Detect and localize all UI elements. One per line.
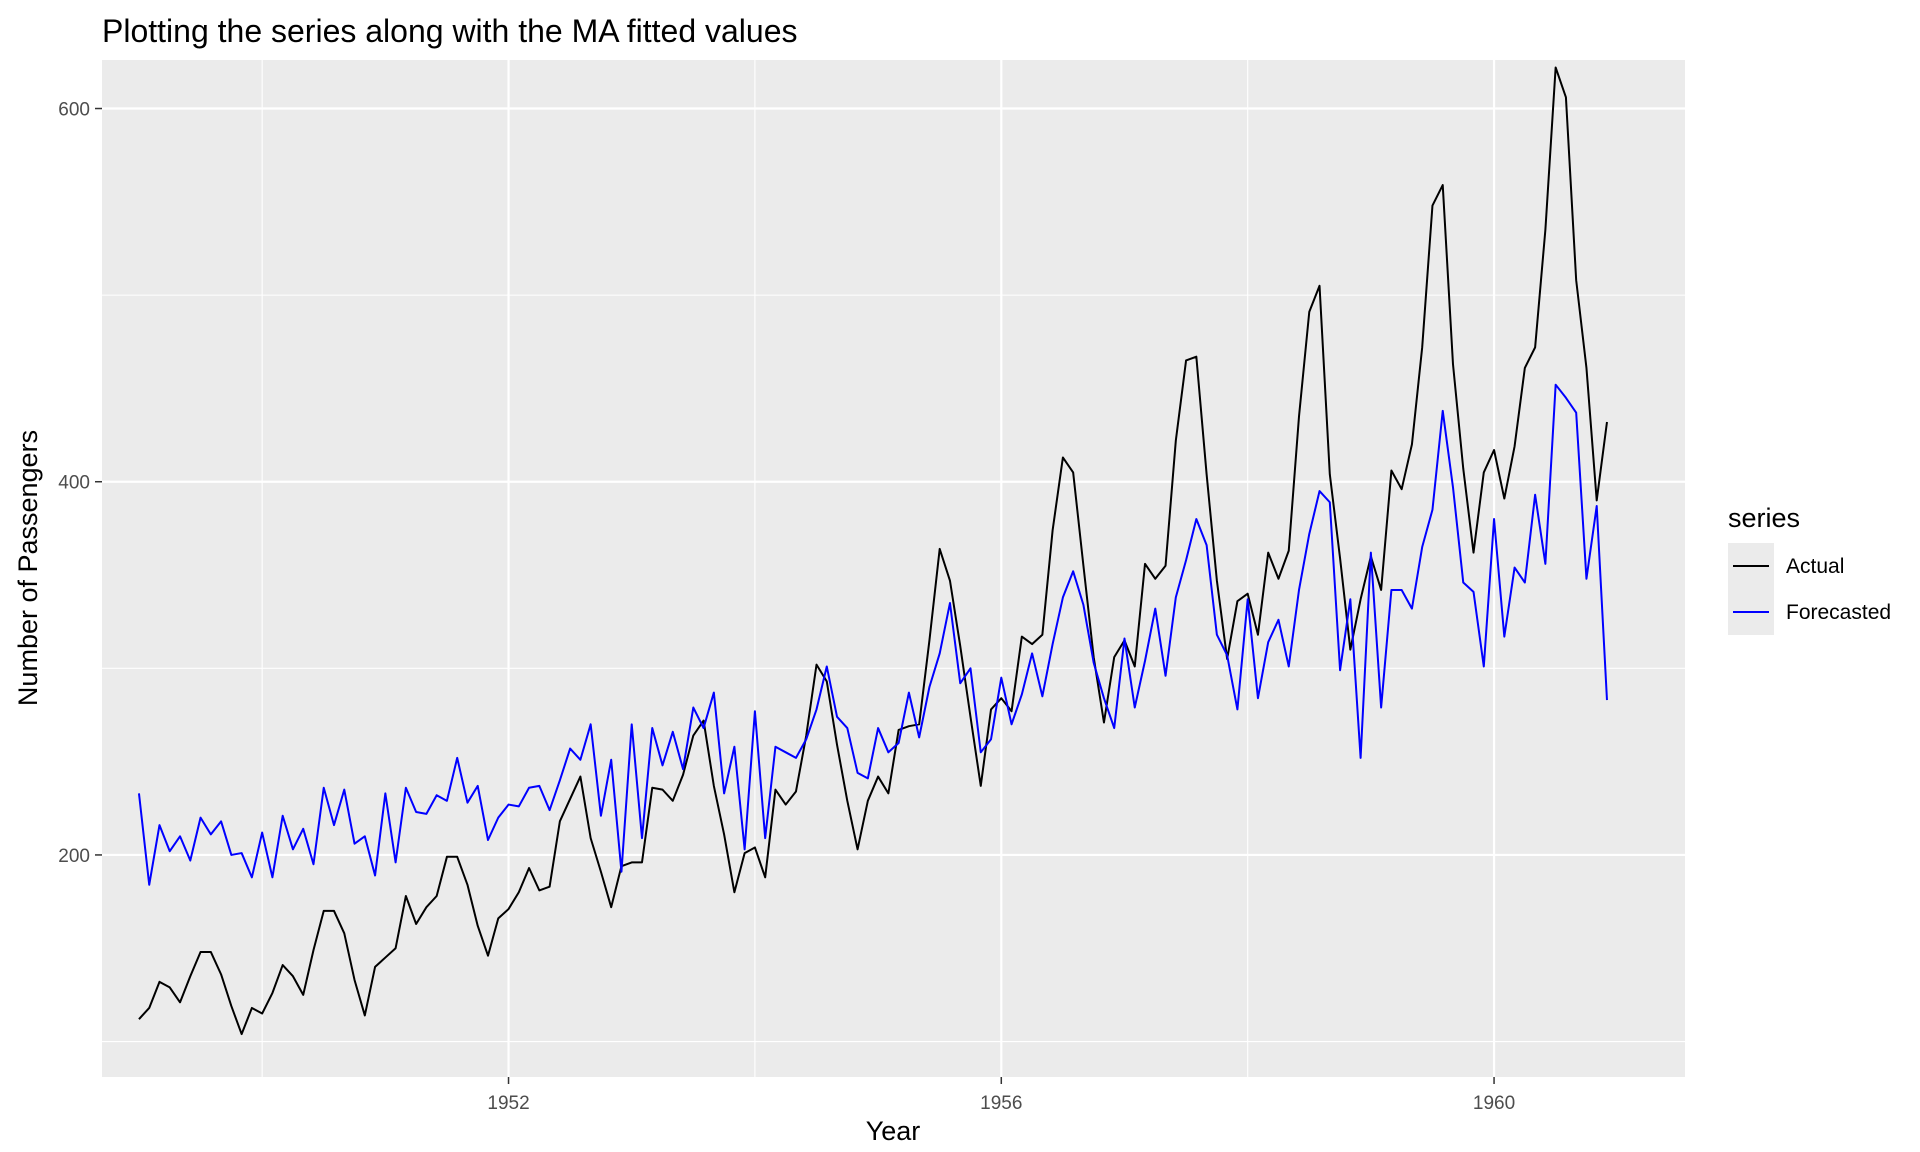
legend: series Actual Forecasted [1728,503,1891,635]
series-lines [137,66,1608,1036]
plot-panel [102,60,1685,1077]
legend-label-actual: Actual [1786,555,1844,578]
legend-title: series [1728,503,1800,533]
y-tick-label: 200 [58,846,90,867]
y-tick-label: 400 [58,473,90,494]
legend-label-forecasted: Forecasted [1786,601,1891,624]
x-tick-label: 1960 [1473,1093,1515,1114]
chart-title: Plotting the series along with the MA fi… [102,13,798,49]
y-tick-label: 600 [58,100,90,121]
series-line-forecasted [137,383,1608,886]
series-line-actual [138,66,1608,1036]
grid-lines [102,60,1685,1077]
x-axis-title: Year [866,1116,921,1146]
legend-items: Actual Forecasted [1728,543,1891,635]
x-tick-label: 1956 [980,1093,1022,1114]
y-axis-title: Number of Passengers [13,430,43,706]
axes: 1952 1956 1960 200 400 600 [58,100,1515,1114]
x-tick-label: 1952 [487,1093,529,1114]
